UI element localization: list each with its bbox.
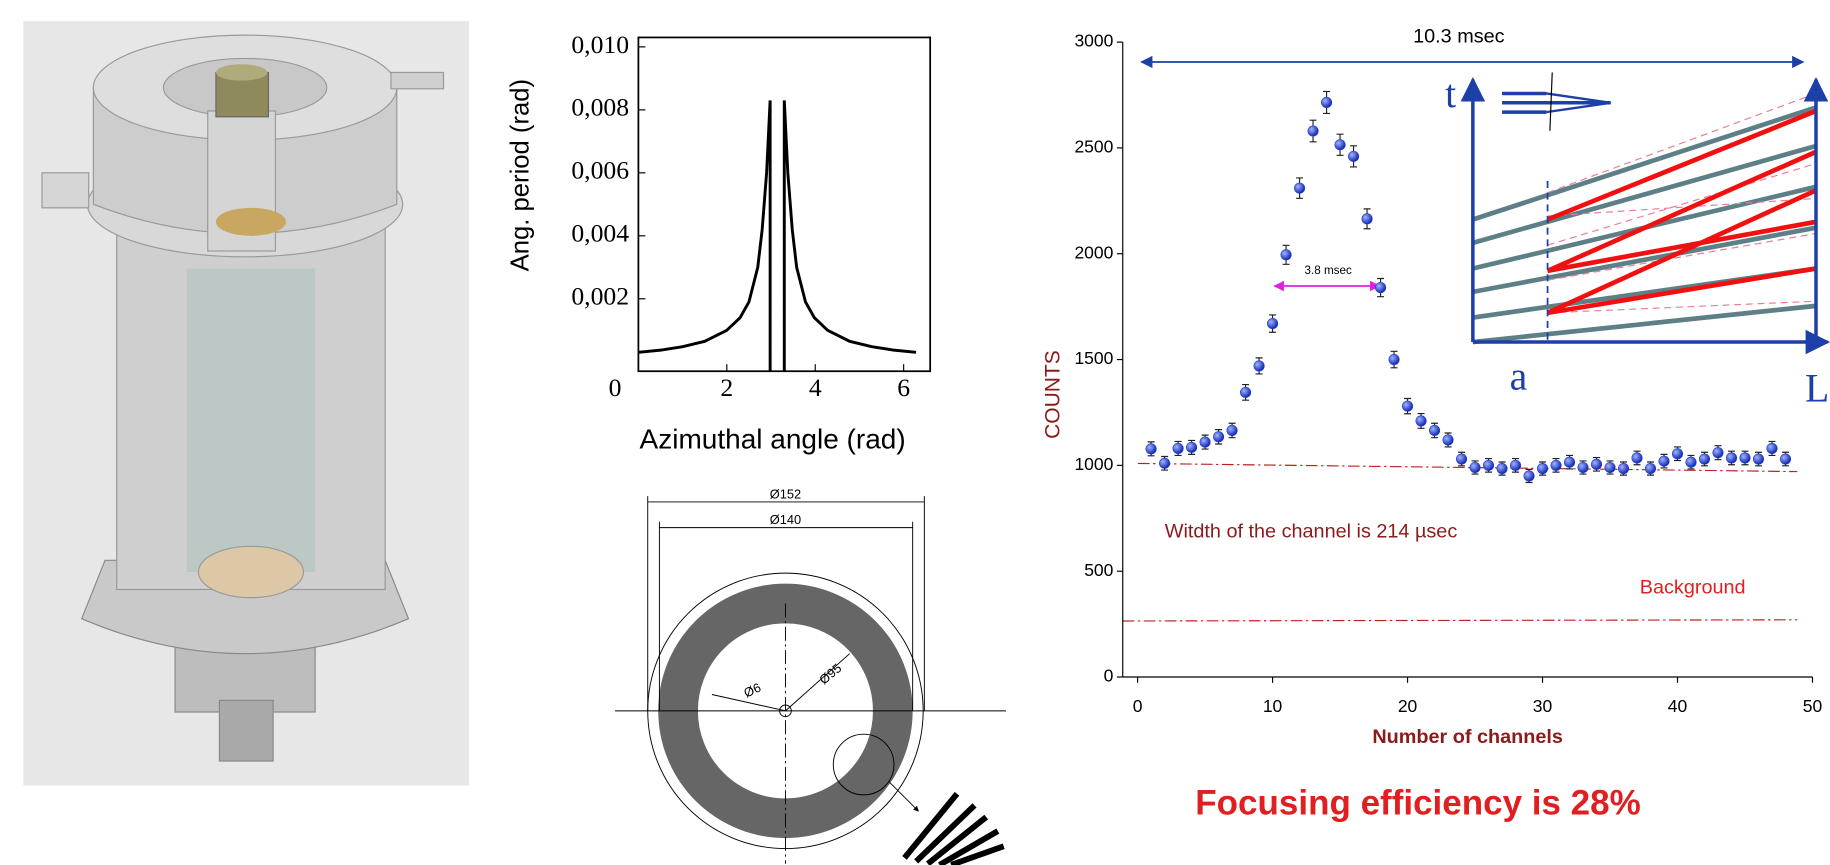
point [1725, 452, 1738, 464]
x-tick-label: 4 [809, 373, 822, 402]
point [1442, 434, 1454, 446]
point [1604, 461, 1616, 474]
point [1766, 442, 1778, 454]
y-axis-label: COUNTS [1041, 350, 1064, 439]
annotation: Background [1640, 577, 1746, 599]
point [1469, 461, 1481, 474]
x-tick-label: 20 [1398, 696, 1418, 716]
x-tick-label: 30 [1533, 696, 1553, 716]
device-render [23, 21, 470, 786]
point [1685, 456, 1697, 468]
x-tick-label: 0 [609, 373, 622, 402]
point [1267, 318, 1279, 330]
background-line [1122, 619, 1798, 622]
point [1590, 458, 1603, 470]
y-tick-label: 0,006 [571, 156, 629, 185]
annotation: Witdth of the channel is 214 µsec [1165, 521, 1458, 543]
point [1456, 453, 1468, 465]
point [1226, 424, 1238, 436]
inset [1460, 72, 1830, 355]
point [1644, 463, 1657, 475]
point [1779, 453, 1792, 465]
point [1415, 415, 1427, 427]
point [1253, 360, 1265, 372]
dim-label: Ø95 [816, 660, 844, 687]
point [1658, 455, 1670, 467]
fit-line [1137, 462, 1798, 473]
point [1712, 447, 1724, 459]
point [1159, 457, 1171, 469]
point [1752, 453, 1765, 465]
point [1199, 436, 1211, 448]
point [1739, 452, 1751, 464]
point [1307, 125, 1319, 137]
point [1321, 96, 1333, 108]
point [1509, 459, 1522, 471]
inset-label: L [1805, 366, 1829, 410]
dim-label: Ø152 [770, 486, 801, 501]
point [1361, 213, 1373, 225]
point [1375, 282, 1387, 294]
point [1671, 448, 1684, 460]
point [1617, 463, 1630, 475]
x-tick-label: 6 [897, 373, 910, 402]
point [1240, 386, 1252, 398]
annotation: 10.3 msec [1413, 26, 1505, 48]
inset-labels: t a L [1445, 72, 1829, 410]
y-tick-label: 2000 [1074, 242, 1113, 262]
y-tick-label: 0,008 [571, 93, 629, 122]
x-axis-label: Number of channels [1372, 726, 1563, 748]
y-tick-label: 500 [1084, 560, 1113, 580]
ring-drawing [615, 496, 1007, 865]
point [1280, 249, 1292, 261]
dim-label: Ø6 [741, 680, 763, 701]
point [1172, 442, 1184, 454]
annotation: 3.8 msec [1305, 264, 1352, 277]
point [1577, 461, 1589, 474]
y-tick-label: 2500 [1074, 137, 1113, 157]
point [1402, 400, 1414, 412]
y-axis-label: Ang. period (rad) [506, 79, 534, 272]
y-tick-label: 0,004 [571, 219, 629, 248]
inset-label: a [1510, 355, 1528, 399]
point [1563, 456, 1576, 468]
point [1550, 459, 1562, 471]
dim-label: Ø140 [770, 512, 801, 527]
x-tick-label: 50 [1803, 696, 1823, 716]
point [1698, 453, 1711, 465]
caption: Focusing efficiency is 28% [1195, 784, 1640, 823]
inset-label: t [1445, 72, 1456, 116]
y-tick-label: 0,002 [571, 282, 629, 311]
x-axis-label: Azimuthal angle (rad) [640, 424, 906, 455]
point [1348, 150, 1360, 162]
point [1496, 463, 1508, 475]
point [1186, 441, 1198, 453]
point [1213, 431, 1225, 443]
point [1388, 354, 1400, 366]
point [1294, 182, 1306, 194]
y-tick-label: 0,010 [571, 30, 629, 59]
x-tick-label: 40 [1668, 696, 1688, 716]
x-tick-label: 0 [1133, 696, 1143, 716]
x-tick-label: 2 [720, 373, 733, 402]
point [1429, 424, 1441, 436]
point [1334, 139, 1346, 151]
y-tick-label: 3000 [1074, 31, 1113, 51]
point [1523, 470, 1535, 482]
point [1631, 452, 1643, 464]
x-tick-label: 10 [1263, 696, 1283, 716]
point [1536, 463, 1549, 475]
line [638, 100, 917, 372]
point [1145, 443, 1157, 455]
y-tick-label: 1500 [1074, 348, 1113, 368]
y-tick-label: 1000 [1074, 454, 1113, 474]
point [1482, 459, 1495, 471]
y-tick-label: 0 [1104, 666, 1114, 686]
